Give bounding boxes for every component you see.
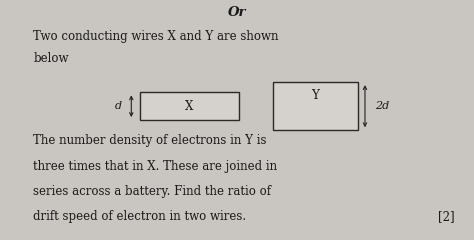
Text: [2]: [2] — [438, 210, 455, 223]
Text: 2d: 2d — [375, 101, 390, 111]
Bar — [140, 92, 239, 120]
Text: Y: Y — [311, 89, 319, 102]
Text: Two conducting wires X and Y are shown: Two conducting wires X and Y are shown — [33, 30, 279, 43]
Text: below: below — [33, 52, 69, 65]
Bar — [273, 82, 358, 130]
Text: drift speed of electron in two wires.: drift speed of electron in two wires. — [33, 210, 246, 223]
Text: series across a battery. Find the ratio of: series across a battery. Find the ratio … — [33, 185, 271, 198]
Text: X: X — [185, 100, 194, 113]
Text: d: d — [115, 101, 122, 111]
Text: The number density of electrons in Y is: The number density of electrons in Y is — [33, 134, 267, 147]
Text: Or: Or — [228, 6, 246, 19]
Text: three times that in X. These are joined in: three times that in X. These are joined … — [33, 160, 277, 173]
